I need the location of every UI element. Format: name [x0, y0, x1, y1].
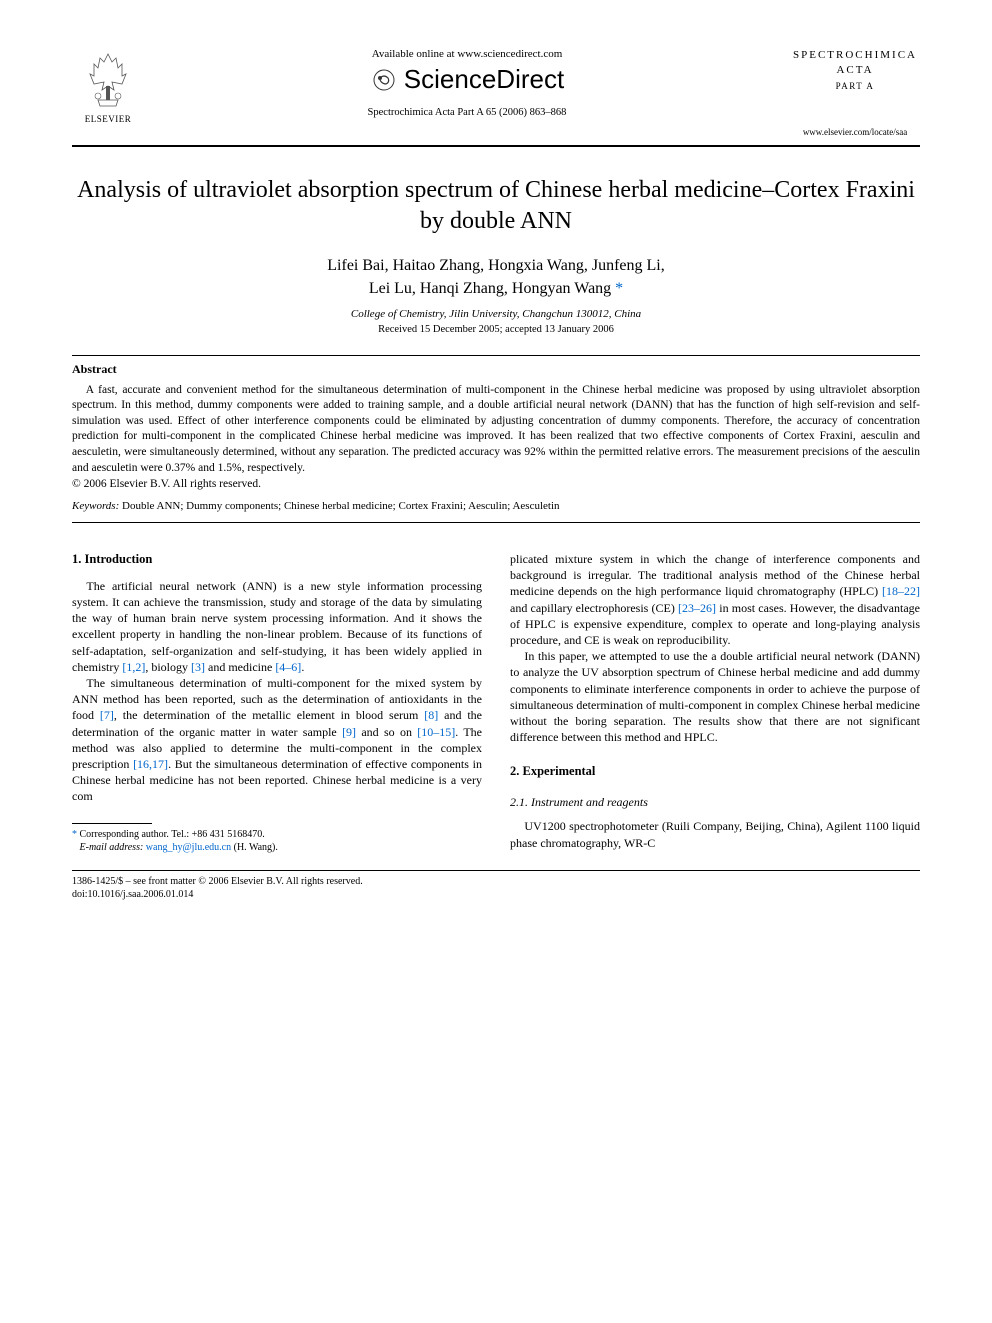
authors-line-1: Lifei Bai, Haitao Zhang, Hongxia Wang, J… [327, 257, 664, 274]
ref-link[interactable]: [16,17] [133, 757, 168, 771]
authors: Lifei Bai, Haitao Zhang, Hongxia Wang, J… [72, 255, 920, 300]
ref-link[interactable]: [4–6] [275, 660, 301, 674]
intro-para-3: plicated mixture system in which the cha… [510, 551, 920, 648]
journal-url: www.elsevier.com/locate/saa [790, 127, 920, 137]
body-columns: 1. Introduction The artificial neural ne… [72, 551, 920, 854]
left-column: 1. Introduction The artificial neural ne… [72, 551, 482, 854]
ref-link[interactable]: [3] [191, 660, 205, 674]
intro-para-1: The artificial neural network (ANN) is a… [72, 578, 482, 675]
journal-citation: Spectrochimica Acta Part A 65 (2006) 863… [156, 107, 778, 118]
corresponding-footnote: * Corresponding author. Tel.: +86 431 51… [72, 828, 482, 854]
sciencedirect-text: ScienceDirect [404, 64, 564, 95]
footer-line-2: doi:10.1016/j.saa.2006.01.014 [72, 888, 920, 901]
elsevier-label: ELSEVIER [85, 114, 132, 124]
footer-line-1: 1386-1425/$ – see front matter © 2006 El… [72, 875, 920, 888]
keywords-text: Double ANN; Dummy components; Chinese he… [122, 500, 559, 512]
email-label: E-mail address: [80, 842, 144, 853]
article-title: Analysis of ultraviolet absorption spect… [72, 175, 920, 237]
abstract-heading: Abstract [72, 362, 920, 377]
email-link[interactable]: wang_hy@jlu.edu.cn [146, 842, 231, 853]
elsevier-tree-icon [80, 48, 136, 112]
abstract-bottom-rule [72, 522, 920, 523]
affiliation: College of Chemistry, Jilin University, … [72, 308, 920, 320]
footnote-asterisk: * [72, 829, 80, 840]
ref-link[interactable]: [10–15] [417, 725, 455, 739]
keywords-label: Keywords: [72, 500, 119, 512]
ref-link[interactable]: [18–22] [882, 584, 920, 598]
section-1-heading: 1. Introduction [72, 551, 482, 568]
journal-name-2: ACTA [790, 63, 920, 78]
abstract-copyright: © 2006 Elsevier B.V. All rights reserved… [72, 478, 920, 490]
elsevier-logo: ELSEVIER [72, 48, 144, 124]
ref-link[interactable]: [9] [342, 725, 356, 739]
ref-link[interactable]: [8] [424, 708, 438, 722]
footer-rule [72, 870, 920, 871]
journal-title-box: SPECTROCHIMICA ACTA PART A www.elsevier.… [790, 48, 920, 137]
experimental-para-1: UV1200 spectrophotometer (Ruili Company,… [510, 818, 920, 850]
article-dates: Received 15 December 2005; accepted 13 J… [72, 324, 920, 335]
center-header: Available online at www.sciencedirect.co… [144, 48, 790, 118]
ref-link[interactable]: [7] [100, 708, 114, 722]
abstract-text: A fast, accurate and convenient method f… [72, 383, 920, 476]
keywords-row: Keywords: Double ANN; Dummy components; … [72, 500, 920, 512]
header-rule [72, 145, 920, 147]
ref-link[interactable]: [23–26] [678, 601, 716, 615]
intro-para-2: The simultaneous determination of multi-… [72, 675, 482, 805]
abstract-top-rule [72, 355, 920, 356]
section-2-heading: 2. Experimental [510, 763, 920, 780]
journal-name-1: SPECTROCHIMICA [790, 48, 920, 63]
authors-line-2: Lei Lu, Hanqi Zhang, Hongyan Wang [369, 280, 611, 297]
intro-para-4: In this paper, we attempted to use the a… [510, 648, 920, 745]
journal-part: PART A [790, 81, 920, 91]
footnote-rule [72, 823, 152, 824]
section-2-1-heading: 2.1. Instrument and reagents [510, 794, 920, 810]
sciencedirect-icon [370, 66, 398, 94]
right-column: plicated mixture system in which the cha… [510, 551, 920, 854]
journal-header: ELSEVIER Available online at www.science… [72, 48, 920, 137]
ref-link[interactable]: [1,2] [122, 660, 145, 674]
sciencedirect-brand: ScienceDirect [156, 64, 778, 95]
corresponding-asterisk: * [611, 280, 623, 297]
available-online-text: Available online at www.sciencedirect.co… [156, 48, 778, 60]
